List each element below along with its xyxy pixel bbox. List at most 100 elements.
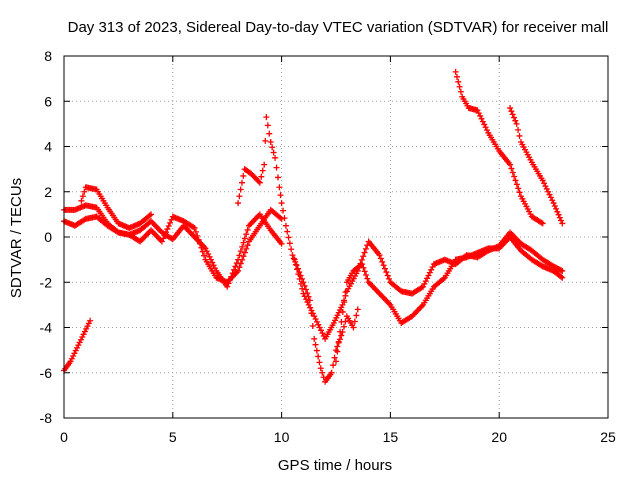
data-point xyxy=(281,215,288,222)
data-point xyxy=(547,194,554,201)
data-point xyxy=(511,173,518,180)
data-point xyxy=(507,161,514,168)
data-point xyxy=(559,274,566,281)
data-point xyxy=(284,228,291,235)
series-track-f xyxy=(291,229,566,342)
data-point xyxy=(158,238,165,245)
data-point xyxy=(513,181,520,188)
data-point xyxy=(316,324,323,331)
axis-ticks: 0 5 10 15 20 25 -8 -6 -4 -2 0 2 4 6 8 xyxy=(40,48,616,445)
data-point xyxy=(286,240,293,247)
data-point xyxy=(335,338,342,345)
data-point xyxy=(359,261,366,268)
data-point xyxy=(319,369,326,376)
data-point xyxy=(354,306,361,313)
data-point xyxy=(553,205,560,212)
data-point xyxy=(292,261,299,268)
data-point xyxy=(243,245,250,252)
data-point xyxy=(75,342,82,349)
y-tick-label: 4 xyxy=(44,139,52,155)
data-point xyxy=(452,68,459,75)
data-point xyxy=(478,115,485,122)
data-point xyxy=(318,327,325,334)
data-point xyxy=(311,335,318,342)
series-track-c xyxy=(78,184,155,231)
data-point xyxy=(422,278,429,285)
data-point xyxy=(302,286,309,293)
data-point xyxy=(515,126,522,133)
y-tick-label: -6 xyxy=(40,365,53,381)
data-point xyxy=(295,271,302,278)
data-point xyxy=(297,280,304,287)
data-point xyxy=(312,316,319,323)
data-point xyxy=(226,276,233,283)
data-point xyxy=(288,246,295,253)
data-point xyxy=(273,164,280,171)
data-point xyxy=(428,266,435,273)
data-point xyxy=(334,348,341,355)
data-point xyxy=(270,149,277,156)
data-point xyxy=(237,248,244,255)
data-point xyxy=(274,174,281,181)
data-point xyxy=(338,332,345,339)
data-point xyxy=(509,111,516,118)
data-point xyxy=(296,276,303,283)
data-point xyxy=(362,245,369,252)
data-point xyxy=(81,328,88,335)
y-tick-label: 0 xyxy=(44,229,52,245)
data-point xyxy=(360,264,367,271)
data-point xyxy=(313,318,320,325)
data-point xyxy=(236,193,243,200)
x-tick-label: 10 xyxy=(274,429,290,445)
data-point xyxy=(70,353,77,360)
data-point xyxy=(236,252,243,259)
data-point xyxy=(559,220,566,227)
data-point xyxy=(264,122,271,129)
data-point xyxy=(81,188,88,195)
data-point xyxy=(201,252,208,259)
data-point xyxy=(516,132,523,139)
data-point xyxy=(238,179,245,186)
data-point xyxy=(556,214,563,221)
data-point xyxy=(262,137,269,144)
data-point xyxy=(290,255,297,262)
data-point xyxy=(165,222,172,229)
data-point xyxy=(256,179,263,186)
data-point xyxy=(453,73,460,80)
data-point xyxy=(266,130,273,137)
data-point xyxy=(231,266,237,273)
data-point xyxy=(79,193,86,200)
x-axis-label: GPS time / hours xyxy=(278,457,392,474)
data-point xyxy=(551,202,558,209)
data-point xyxy=(456,83,463,90)
data-point xyxy=(267,138,274,145)
data-point xyxy=(558,273,565,280)
data-points xyxy=(61,68,566,385)
data-point xyxy=(380,262,387,269)
data-point xyxy=(509,169,516,176)
data-point xyxy=(376,252,383,259)
data-point xyxy=(342,289,349,296)
data-point xyxy=(235,200,242,207)
data-point xyxy=(363,272,370,279)
data-point xyxy=(338,318,345,325)
series-track-i xyxy=(507,105,566,227)
data-point xyxy=(224,283,231,290)
data-point xyxy=(282,222,289,229)
data-point xyxy=(340,323,347,330)
data-point xyxy=(339,308,346,315)
data-point xyxy=(243,231,250,238)
data-point xyxy=(278,200,285,207)
data-point xyxy=(280,207,287,214)
data-point xyxy=(353,312,360,319)
data-point xyxy=(72,347,79,354)
data-point xyxy=(277,192,284,199)
data-point xyxy=(424,275,431,282)
data-point xyxy=(237,186,244,193)
data-point xyxy=(317,365,324,372)
data-point xyxy=(543,185,550,192)
data-point xyxy=(255,178,262,185)
data-point xyxy=(512,117,519,124)
data-point xyxy=(148,211,155,218)
data-point xyxy=(276,184,283,191)
